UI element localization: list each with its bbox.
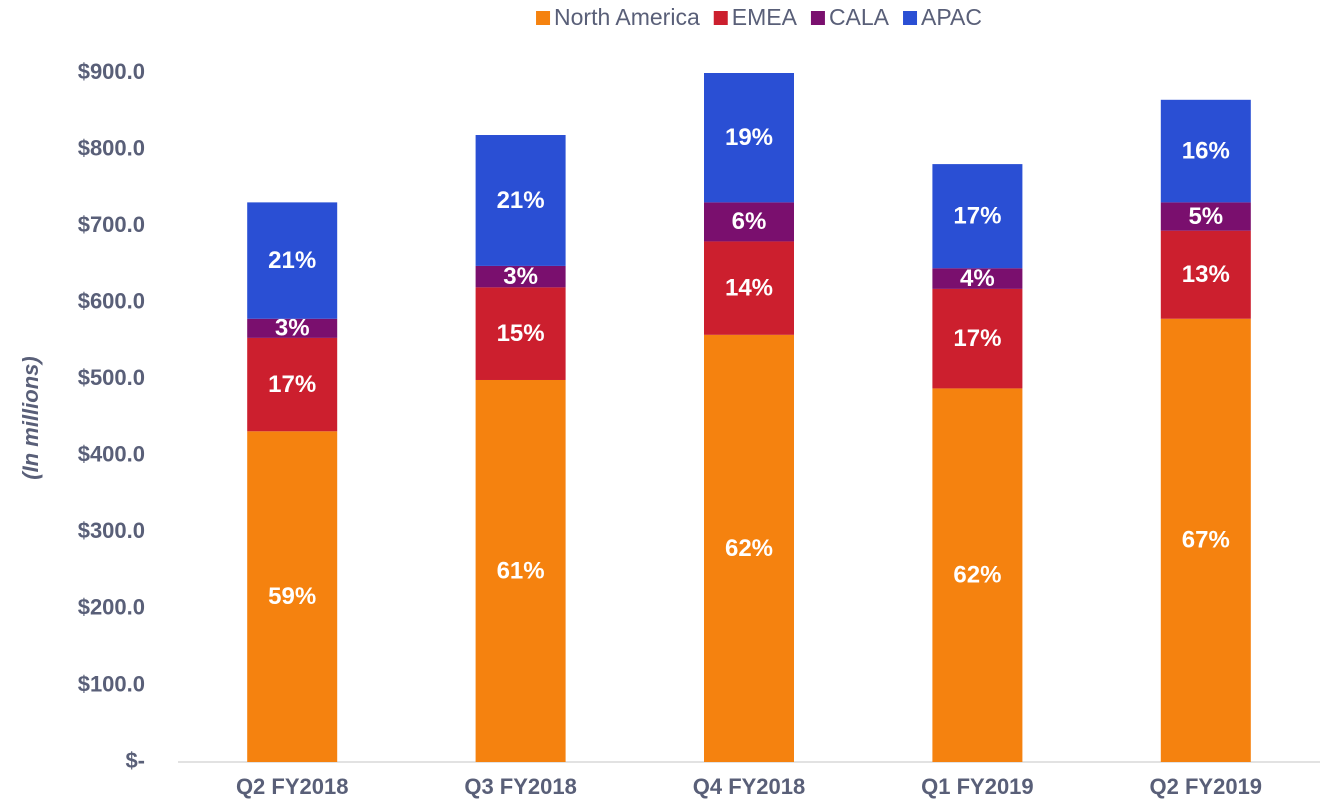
data-label: 6% <box>732 208 767 235</box>
legend-label: CALA <box>829 4 890 30</box>
bar-segment <box>704 241 794 335</box>
data-label: 3% <box>503 263 538 290</box>
data-label: 17% <box>268 371 316 398</box>
bar-segment <box>932 164 1023 269</box>
y-tick-label: $200.0 <box>78 595 145 620</box>
data-label: 17% <box>953 325 1001 352</box>
data-label: 13% <box>1182 261 1230 288</box>
legend-swatch <box>536 11 551 25</box>
y-tick-label: $500.0 <box>78 365 145 390</box>
y-tick-label: $- <box>125 748 145 773</box>
data-label: 17% <box>953 203 1001 230</box>
legend-swatch <box>713 11 728 25</box>
data-label: 59% <box>268 583 316 610</box>
y-tick-label: $300.0 <box>78 518 145 543</box>
data-label: 3% <box>275 315 310 342</box>
bar-segment <box>932 288 1023 389</box>
bar-segment <box>475 135 566 266</box>
y-tick-label: $700.0 <box>78 212 145 237</box>
data-label: 15% <box>497 320 545 347</box>
bar-segment <box>704 73 794 203</box>
bar-segment <box>704 202 794 242</box>
y-tick-label: $900.0 <box>78 59 145 84</box>
x-tick-label: Q2 FY2019 <box>1150 774 1263 799</box>
bar-segment <box>247 202 338 319</box>
bar-segment <box>475 265 566 288</box>
bar-segment <box>247 431 338 762</box>
y-tick-label: $800.0 <box>78 135 145 160</box>
legend-label: North America <box>554 4 700 30</box>
bar-segment <box>704 334 794 762</box>
x-tick-label: Q4 FY2018 <box>693 774 806 799</box>
bar-segment <box>1160 318 1251 762</box>
data-label: 67% <box>1182 527 1230 554</box>
data-label: 4% <box>960 265 995 292</box>
y-tick-label: $400.0 <box>78 442 145 467</box>
data-label: 14% <box>725 274 773 301</box>
legend-swatch <box>810 11 825 25</box>
legend-label: EMEA <box>732 4 798 30</box>
bar-segment <box>1160 99 1251 203</box>
data-label: 21% <box>268 247 316 274</box>
x-tick-label: Q1 FY2019 <box>921 774 1034 799</box>
data-label: 62% <box>953 562 1001 589</box>
y-axis-label: (In millions) <box>18 356 43 479</box>
legend-label: APAC <box>921 4 982 30</box>
data-label: 21% <box>497 187 545 214</box>
data-label: 61% <box>497 557 545 584</box>
data-label: 62% <box>725 535 773 562</box>
bar-segment <box>932 268 1023 289</box>
x-tick-label: Q2 FY2018 <box>236 774 349 799</box>
y-tick-label: $600.0 <box>78 288 145 313</box>
data-label: 5% <box>1188 203 1223 230</box>
legend-swatch <box>903 11 918 25</box>
bar-segment <box>1160 230 1251 319</box>
bar-segment <box>475 379 566 762</box>
bar-segment <box>932 388 1023 762</box>
bar-segment <box>247 337 338 432</box>
x-tick-label: Q3 FY2018 <box>464 774 577 799</box>
data-label: 19% <box>725 124 773 151</box>
bar-segment <box>475 287 566 380</box>
bar-segment <box>247 318 338 338</box>
bar-segment <box>1160 202 1251 231</box>
y-tick-label: $100.0 <box>78 671 145 696</box>
data-label: 16% <box>1182 137 1230 164</box>
